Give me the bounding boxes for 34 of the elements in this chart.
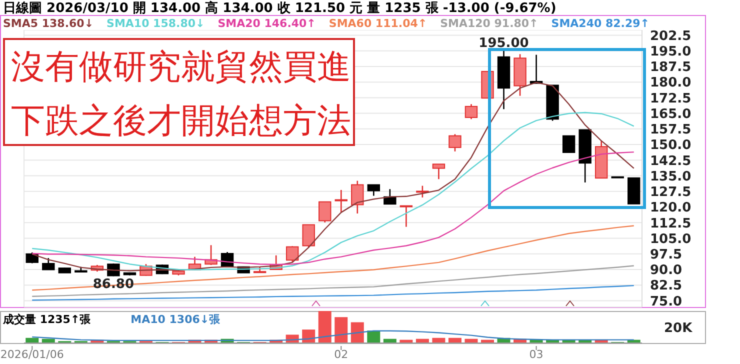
- text: SMA120 91.80↑: [440, 17, 538, 30]
- text: SMA240 82.29↑: [551, 17, 650, 30]
- chart-title: 日線圖 2026/03/10 開 134.00 高 134.00 收 121.50 元 量 1235 張 -13.00 (-9.67%): [3, 0, 556, 17]
- y-tick-label: 90.0: [650, 263, 682, 278]
- annotation: 沒有做研究就貿然買進: [11, 46, 352, 89]
- y-tick-label: 97.5: [650, 248, 682, 263]
- annotation: 195.00: [478, 36, 530, 51]
- x-tick-label: 03: [529, 348, 544, 361]
- y-tick-label: 195.0: [650, 44, 692, 60]
- text: SMA60 111.04↑: [328, 17, 428, 30]
- y-tick-label: 202.5: [650, 28, 692, 44]
- y-tick-label: 105.0: [650, 232, 692, 247]
- series-label: MA10 1306↓張: [130, 312, 220, 327]
- y-tick-label: 172.5: [650, 91, 692, 106]
- text: 20K: [664, 321, 692, 336]
- annotation: 下跌之後才開始想方法: [11, 100, 352, 143]
- y-tick-label: 142.5: [650, 154, 692, 169]
- y-tick-label: 165.0: [650, 106, 692, 122]
- y-tick-label: 112.5: [650, 216, 692, 232]
- y-tick-label: 75.0: [650, 294, 682, 310]
- x-tick-label: 02: [334, 348, 348, 361]
- y-tick-label: 187.5: [650, 60, 692, 76]
- x-tick-label: 2026/01/06: [0, 348, 64, 361]
- y-tick-label: 127.5: [650, 185, 692, 200]
- y-tick-label: 157.5: [650, 122, 692, 138]
- series-label: 成交量 1235↑張: [3, 312, 91, 327]
- y-tick-label: 135.0: [650, 169, 692, 184]
- y-tick-label: 150.0: [650, 138, 692, 154]
- text: SMA5 138.60↓: [3, 17, 94, 30]
- y-tick-label: 120.0: [650, 200, 692, 216]
- y-tick-label: 82.5: [650, 278, 682, 294]
- text: SMA10 158.80↓: [106, 17, 205, 30]
- text: SMA20 146.40↑: [218, 17, 316, 30]
- y-tick-label: 180.0: [650, 76, 692, 91]
